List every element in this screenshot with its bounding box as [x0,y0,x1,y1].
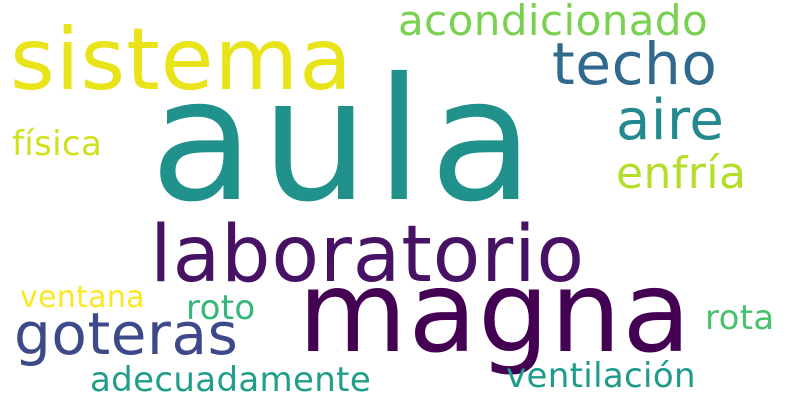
word-sistema: sistema [10,10,353,110]
word-aire: aire [616,88,725,153]
word-techo: techo [552,30,718,98]
word-magna: magna [298,248,693,378]
word-acondicionado: acondicionado [398,0,709,45]
word-ventana: ventana [20,280,145,315]
word-goteras: goteras [14,300,239,368]
word-ventilacion: ventilación [506,356,696,396]
word-aula: aula [150,42,541,240]
word-rota: rota [705,298,775,338]
word-fisica: física [12,124,103,164]
word-enfria: enfría [616,148,747,199]
word-roto: roto [186,288,256,328]
word-laboratorio: laboratorio [150,210,585,300]
word-adecuadamente: adecuadamente [90,360,372,400]
